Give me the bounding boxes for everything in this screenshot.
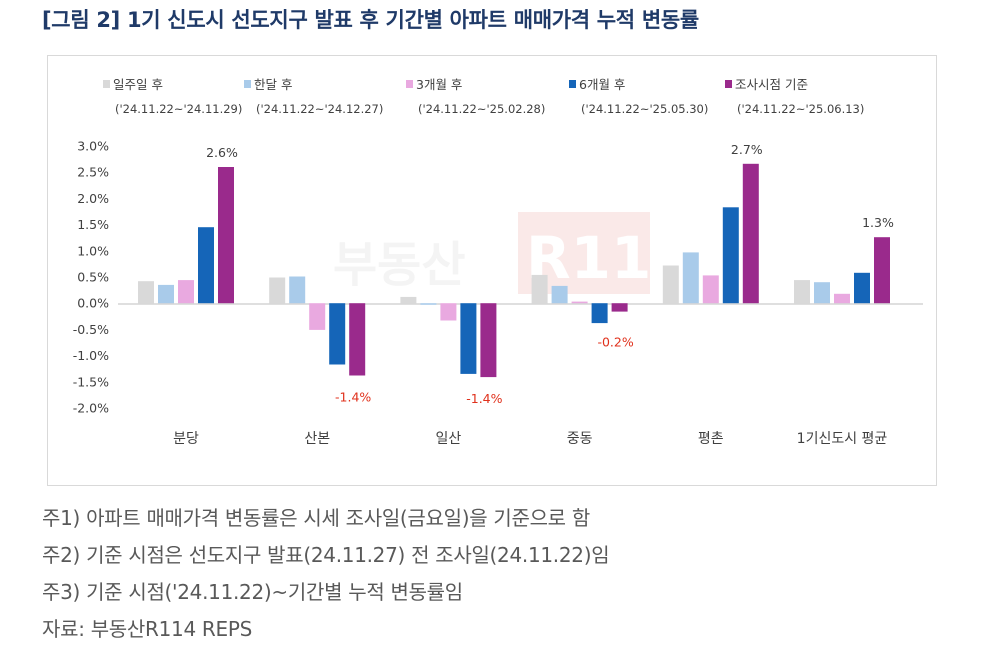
x-tick-label-4: 중동 <box>567 431 593 447</box>
bar-4-series-4 <box>591 303 608 324</box>
y-tick-label-10: -1.5% <box>73 374 109 389</box>
x-tick-label-6: 1기신도시 평균 <box>797 431 888 447</box>
bar-1-6-series-5 <box>874 237 890 304</box>
x-axis: 분당 산본 일산 중동 평촌 1기신도시 평균 <box>173 431 887 447</box>
bar-1-6-series-1 <box>794 280 810 304</box>
y-tick-label-7: 0.0% <box>77 296 109 311</box>
data-label-4: -0.2% <box>597 335 633 350</box>
y-tick-label-3: 2.0% <box>77 191 109 206</box>
bar-1-6-series-2 <box>814 282 830 304</box>
bar-5-series-4 <box>722 207 739 304</box>
bar-1-series-2 <box>158 284 174 304</box>
chart-panel: 부동산 R114 일주일 후 ('24.11.22~'24.11.29) 한달 후 (… <box>47 55 937 486</box>
source-note: 자료: 부동산R114 REPS <box>42 617 253 641</box>
bar-2-series-5 <box>349 303 366 376</box>
bar-4-series-2 <box>551 285 568 304</box>
legend-swatch-4 <box>569 80 576 88</box>
footnotes: 주1) 아파트 매매가격 변동률은 시세 조사일(금요일)을 기준으로 함 주2… <box>42 500 610 648</box>
data-label-3: -1.4% <box>466 391 502 406</box>
legend-period-1: ('24.11.22~'24.11.29) <box>115 102 242 116</box>
data-label-6: 1.3% <box>862 215 894 230</box>
legend-period-4: ('24.11.22~'25.05.30) <box>581 102 708 116</box>
bar-3-series-1 <box>400 296 417 304</box>
bar-1-series-1 <box>138 281 154 304</box>
svg-text:부동산: 부동산 <box>333 237 465 293</box>
legend-swatch-1 <box>103 80 110 88</box>
bar-1-series-5 <box>218 167 234 304</box>
bar-2-series-1 <box>269 277 286 304</box>
footnote-3: 주3) 기준 시점('24.11.22)~기간별 누적 변동률임 <box>42 580 463 604</box>
y-tick-label-4: 1.5% <box>77 217 109 232</box>
bar-5-series-5 <box>742 163 759 304</box>
bar-5-series-1 <box>662 265 679 304</box>
y-axis: 3.0% 2.5% 2.0% 1.5% 1.0% 0.5% 0.0% -0.5% -1.0% -1… <box>73 139 109 416</box>
bar-3-series-2 <box>420 303 437 305</box>
bar-1-series-3 <box>178 280 194 304</box>
bar-chart: 부동산 R114 일주일 후 ('24.11.22~'24.11.29) 한달 후 (… <box>73 77 923 447</box>
legend-swatch-5 <box>725 80 732 88</box>
legend-label-3: 3개월 후 <box>416 77 462 92</box>
bar-4-series-1 <box>531 274 548 304</box>
legend-label-5: 조사시점 기준 <box>735 77 808 92</box>
data-labels: 2.6% -1.4% -1.4% -0.2% 2.7% 1.3% <box>206 142 894 406</box>
legend-swatch-3 <box>406 80 413 88</box>
y-tick-label-1: 3.0% <box>77 139 109 154</box>
bar-2-series-4 <box>329 303 346 365</box>
bar-1-series-4 <box>198 227 214 304</box>
bar-3-series-3 <box>440 303 457 321</box>
x-tick-label-2: 산본 <box>304 431 330 447</box>
y-tick-label-2: 2.5% <box>77 165 109 180</box>
bar-5-series-3 <box>702 275 719 304</box>
x-tick-label-3: 일산 <box>436 431 462 447</box>
legend-period-2: ('24.11.22~'24.12.27) <box>256 102 383 116</box>
x-tick-label-5: 평촌 <box>698 431 724 447</box>
bar-2-series-2 <box>289 276 306 304</box>
bars <box>138 163 890 378</box>
figure-title: [그림 2] 1기 신도시 선도지구 발표 후 기간별 아파트 매매가격 누적 … <box>42 8 699 32</box>
bar-1-6-series-4 <box>854 272 870 304</box>
legend-label-2: 한달 후 <box>254 77 292 92</box>
bar-4-series-5 <box>611 303 628 312</box>
x-tick-label-1: 분당 <box>173 431 199 447</box>
data-label-1: 2.6% <box>206 145 238 160</box>
bar-2-series-3 <box>309 303 326 330</box>
y-tick-label-6: 0.5% <box>77 270 109 285</box>
footnote-2: 주2) 기준 시점은 선도지구 발표(24.11.27) 전 조사일(24.11… <box>42 543 610 567</box>
legend-period-3: ('24.11.22~'25.02.28) <box>418 102 545 116</box>
watermark-logo: 부동산 R114 <box>333 212 692 294</box>
legend-period-5: ('24.11.22~'25.06.13) <box>737 102 864 116</box>
chart-legend: 일주일 후 ('24.11.22~'24.11.29) 한달 후 ('24.11.22… <box>103 77 864 116</box>
bar-3-series-4 <box>460 303 477 374</box>
bar-1-6-series-3 <box>834 293 850 304</box>
y-tick-label-8: -0.5% <box>73 322 109 337</box>
data-label-2: -1.4% <box>335 390 371 405</box>
bar-3-series-5 <box>480 303 497 378</box>
data-label-5: 2.7% <box>731 142 763 157</box>
bar-5-series-2 <box>682 252 699 304</box>
legend-swatch-2 <box>244 80 251 88</box>
legend-label-1: 일주일 후 <box>113 77 163 92</box>
bar-4-series-3 <box>571 301 588 304</box>
footnote-1: 주1) 아파트 매매가격 변동률은 시세 조사일(금요일)을 기준으로 함 <box>42 506 590 530</box>
y-tick-label-5: 1.0% <box>77 243 109 258</box>
y-tick-label-11: -2.0% <box>73 401 109 416</box>
y-tick-label-9: -1.0% <box>73 348 109 363</box>
legend-label-4: 6개월 후 <box>579 77 625 92</box>
